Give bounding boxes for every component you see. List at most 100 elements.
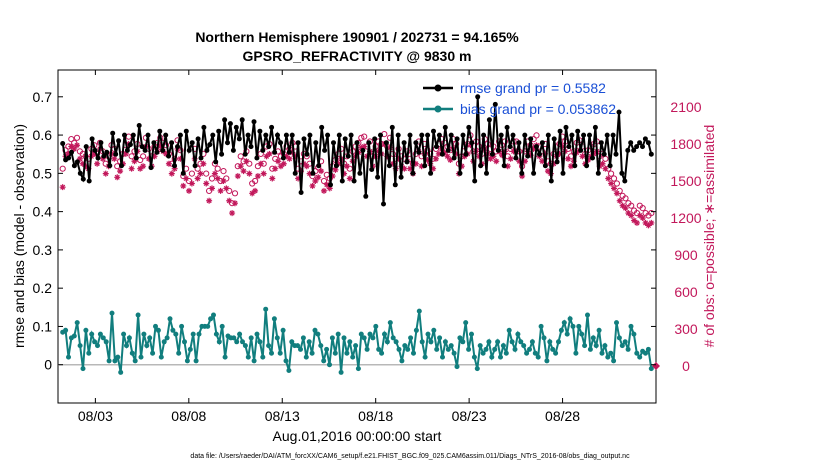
rmse-point xyxy=(516,140,522,146)
y2-tick-label: 1800 xyxy=(670,136,701,152)
bias-point xyxy=(173,331,179,337)
bias-point xyxy=(460,339,466,345)
bias-point xyxy=(570,323,576,329)
bias-point xyxy=(106,358,112,364)
obs-assimilated-point xyxy=(458,163,465,170)
rmse-point xyxy=(451,155,457,161)
obs-assimilated-point xyxy=(585,157,592,164)
rmse-point xyxy=(548,178,554,184)
bias-point xyxy=(132,358,138,364)
obs-assimilated-point xyxy=(200,160,207,167)
obs-assimilated-point xyxy=(521,158,528,165)
rmse-point xyxy=(363,193,369,199)
obs-assimilated-point xyxy=(237,163,244,170)
bias-point xyxy=(605,354,611,360)
rmse-point xyxy=(607,163,613,169)
obs-possible-point xyxy=(533,132,540,139)
bias-point xyxy=(384,339,390,345)
bias-point xyxy=(222,354,228,360)
bias-point xyxy=(158,354,164,360)
bias-point xyxy=(234,339,240,345)
rmse-point xyxy=(622,178,628,184)
obs-assimilated-point xyxy=(616,197,623,204)
bias-point xyxy=(599,350,605,356)
rmse-point xyxy=(80,176,86,182)
rmse-point xyxy=(136,123,142,128)
obs-possible-point xyxy=(194,165,201,172)
rmse-point xyxy=(219,151,225,157)
obs-assimilated-point xyxy=(111,155,118,162)
bias-point xyxy=(509,339,515,345)
obs-assimilated-point xyxy=(542,150,549,157)
bias-point xyxy=(312,327,318,333)
rmse-point xyxy=(77,170,83,176)
bias-point xyxy=(353,343,359,349)
bias-point xyxy=(208,316,214,322)
bias-point xyxy=(492,346,498,352)
bias-point xyxy=(112,358,118,364)
obs-assimilated-point xyxy=(298,168,305,175)
rmse-point xyxy=(278,140,283,146)
rmse-point xyxy=(428,170,434,176)
obs-assimilated-point xyxy=(165,160,172,167)
rmse-point xyxy=(419,132,425,138)
rmse-point xyxy=(431,128,436,134)
obs-assimilated-point xyxy=(99,155,106,162)
rmse-point xyxy=(180,170,186,176)
obs-assimilated-point xyxy=(619,202,626,209)
obs-assimilated-point xyxy=(622,205,629,212)
bias-point xyxy=(74,320,80,326)
obs-assimilated-point xyxy=(102,170,109,177)
rmse-point xyxy=(227,121,233,127)
obs-assimilated-point xyxy=(628,212,635,219)
rmse-point xyxy=(304,151,310,157)
rmse-point xyxy=(495,147,501,153)
bias-point xyxy=(512,346,518,352)
bias-point xyxy=(448,343,454,349)
obs-assimilated-point xyxy=(516,158,523,165)
rmse-point xyxy=(169,140,175,146)
obs-assimilated-point xyxy=(435,150,442,157)
rmse-point xyxy=(460,132,466,138)
rmse-point xyxy=(628,140,634,146)
bias-point xyxy=(489,354,495,360)
rmse-point xyxy=(186,147,192,153)
obs-possible-point xyxy=(361,133,368,140)
obs-assimilated-point xyxy=(295,175,302,182)
obs-assimilated-point xyxy=(602,165,609,172)
rmse-point xyxy=(286,149,292,155)
rmse-point xyxy=(92,147,98,153)
obs-assimilated-point xyxy=(605,175,612,182)
rmse-point xyxy=(575,128,581,134)
obs-assimilated-point xyxy=(444,153,451,160)
rmse-point xyxy=(66,155,72,161)
obs-assimilated-point xyxy=(430,165,437,172)
obs-assimilated-point xyxy=(613,190,620,197)
rmse-point xyxy=(201,124,207,130)
bias-point xyxy=(411,350,416,356)
obs-assimilated-point xyxy=(648,219,655,226)
bias-point xyxy=(118,369,124,375)
obs-possible-point xyxy=(608,170,615,177)
obs-possible-point xyxy=(73,134,81,141)
obs-assimilated-point xyxy=(610,185,617,192)
bias-point xyxy=(306,339,312,345)
rmse-point xyxy=(439,151,445,157)
rmse-point xyxy=(310,170,316,176)
y-tick-label: 0.7 xyxy=(33,89,53,105)
bias-point xyxy=(579,331,585,337)
bias-point xyxy=(376,346,382,352)
rmse-point xyxy=(160,147,166,153)
rmse-point xyxy=(569,132,575,138)
rmse-point xyxy=(295,140,301,146)
bias-point xyxy=(521,343,527,349)
obs-assimilated-point xyxy=(94,160,101,167)
rmse-point xyxy=(416,149,422,155)
rmse-point xyxy=(472,178,478,184)
obs-assimilated-point xyxy=(341,170,348,177)
bias-point xyxy=(457,335,463,341)
x-tick-label: 08/08 xyxy=(171,408,206,424)
obs-assimilated-point xyxy=(358,144,365,151)
bias-point xyxy=(379,350,385,356)
y-tick-label: 0.1 xyxy=(33,318,53,334)
